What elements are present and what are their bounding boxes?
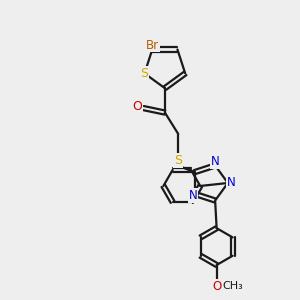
Text: O: O: [212, 280, 221, 292]
Text: Br: Br: [146, 38, 159, 52]
Text: N: N: [211, 155, 220, 168]
Text: O: O: [133, 100, 142, 113]
Text: S: S: [174, 154, 182, 167]
Text: N: N: [226, 176, 235, 190]
Text: CH₃: CH₃: [223, 281, 243, 291]
Text: N: N: [189, 189, 197, 202]
Text: S: S: [140, 67, 148, 80]
